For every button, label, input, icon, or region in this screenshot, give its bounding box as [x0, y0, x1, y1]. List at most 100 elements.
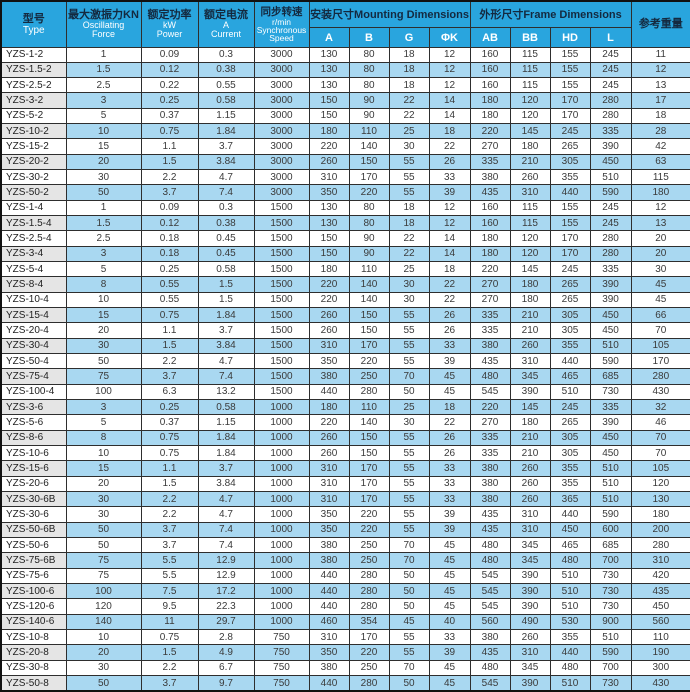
table-cell: 354 — [348, 613, 390, 630]
table-cell: 390 — [589, 291, 632, 309]
table-cell: 0.3 — [197, 199, 255, 217]
table-cell: 1500 — [253, 368, 310, 385]
cell-type: YZS-5-6 — [0, 414, 67, 431]
table-cell: 63 — [630, 153, 690, 171]
table-cell: 210 — [509, 153, 551, 171]
table-row: YZS-15-2 15 1.1 3.7 3000 220 140 30 22 270 180 265 3… — [0, 138, 690, 155]
table-cell: 0.58 — [197, 399, 255, 416]
cell-type: YZS-30-2 — [0, 169, 67, 186]
table-cell: 260 — [509, 628, 551, 646]
cell-type: YZS-50-6B — [0, 521, 67, 539]
table-cell: 430 — [630, 674, 690, 692]
table-cell: 30 — [65, 659, 142, 676]
table-cell: 145 — [509, 261, 551, 278]
table-cell: 1.5 — [197, 291, 255, 309]
col-header-g-label: G — [404, 32, 414, 44]
col-header-force-zh: 最大激振力KN — [68, 9, 139, 22]
table-cell: 0.45 — [197, 245, 255, 263]
table-cell: 300 — [630, 659, 690, 676]
cell-type: YZS-50-4 — [0, 353, 67, 370]
table-cell: 450 — [630, 598, 690, 615]
table-cell: 45 — [428, 552, 471, 569]
col-header-ab: AB — [469, 26, 511, 48]
table-body: YZS-1-2 1 0.09 0.3 3000 130 80 18 12 160 115 155 245… — [0, 46, 690, 692]
table-row: YZS-3-2 3 0.25 0.58 3000 150 90 22 14 180 120 170 28… — [0, 92, 690, 109]
table-cell: 22 — [428, 414, 471, 431]
table-cell: 560 — [630, 613, 690, 630]
col-header-type-en: Type — [22, 24, 45, 36]
table-cell: 110 — [348, 399, 390, 416]
table-cell: 465 — [549, 368, 591, 385]
table-cell: 3.84 — [197, 475, 255, 493]
table-cell: 0.55 — [197, 77, 255, 94]
table-cell: 12 — [630, 61, 690, 79]
cell-type: YZS-1-2 — [0, 46, 67, 63]
table-cell: 140 — [348, 414, 390, 431]
table-cell: 1500 — [253, 261, 310, 278]
table-cell: 20 — [65, 322, 142, 339]
table-cell: 26 — [428, 445, 471, 462]
table-cell: 33 — [428, 475, 471, 493]
table-cell: 590 — [589, 353, 632, 370]
col-header-b-label: B — [365, 32, 373, 44]
table-cell: 3.7 — [140, 368, 199, 385]
table-cell: 14 — [428, 107, 471, 125]
table-cell: 1.15 — [197, 414, 255, 431]
col-header-power: 额定功率 kW Power — [140, 0, 199, 48]
table-row: YZS-1.5-2 1.5 0.12 0.38 3000 130 80 18 12 160 115 1… — [0, 61, 690, 79]
table-cell: 155 — [549, 199, 591, 217]
table-cell: 90 — [348, 245, 390, 263]
table-cell: 120 — [630, 475, 690, 493]
table-cell: 45 — [428, 567, 471, 584]
table-cell: 0.58 — [197, 261, 255, 278]
table-cell: 510 — [589, 460, 632, 477]
table-cell: 220 — [348, 521, 390, 539]
table-cell: 310 — [509, 521, 551, 539]
table-cell: 180 — [630, 506, 690, 523]
table-cell: 450 — [589, 445, 632, 462]
table-cell: 55 — [388, 521, 430, 539]
table-cell: 3 — [65, 245, 142, 263]
table-cell: 260 — [308, 153, 350, 171]
table-row: YZS-5-6 5 0.37 1.15 1000 220 140 30 22 270 180 265 3… — [0, 414, 690, 431]
table-row: YZS-75-4 75 3.7 7.4 1500 380 250 70 45 480 345 465 6… — [0, 368, 690, 385]
col-header-type-zh: 型号 — [22, 12, 45, 25]
table-cell: 545 — [469, 582, 511, 600]
table-cell: 130 — [630, 491, 690, 508]
col-header-phik: ΦK — [428, 26, 471, 48]
table-cell: 265 — [549, 138, 591, 155]
table-cell: 440 — [308, 598, 350, 615]
col-header-frame-label: 外形尺寸Frame Dimensions — [479, 9, 622, 22]
table-cell: 335 — [469, 445, 511, 462]
table-cell: 50 — [65, 353, 142, 370]
table-cell: 30 — [388, 414, 430, 431]
table-cell: 130 — [308, 215, 350, 232]
table-cell: 130 — [308, 77, 350, 94]
table-cell: 700 — [589, 659, 632, 676]
table-cell: 335 — [469, 322, 511, 339]
table-cell: 3 — [65, 92, 142, 109]
table-cell: 0.18 — [140, 245, 199, 263]
cell-type: YZS-10-6 — [0, 445, 67, 462]
table-cell: 390 — [589, 276, 632, 293]
table-cell: 6.3 — [140, 383, 199, 401]
table-cell: 130 — [308, 199, 350, 217]
table-cell: 260 — [308, 429, 350, 447]
table-cell: 310 — [308, 337, 350, 355]
table-cell: 145 — [509, 123, 551, 140]
table-cell: 170 — [549, 230, 591, 247]
table-cell: 150 — [348, 153, 390, 171]
table-cell: 0.55 — [140, 276, 199, 293]
table-cell: 150 — [308, 92, 350, 109]
table-cell: 350 — [308, 521, 350, 539]
col-header-speed: 同步转速 r/min Synchronous Speed — [253, 0, 310, 48]
table-cell: 310 — [509, 644, 551, 661]
table-cell: 45 — [428, 598, 471, 615]
table-row: YZS-1-4 1 0.09 0.3 1500 130 80 18 12 160 115 155 245… — [0, 199, 690, 217]
table-cell: 450 — [589, 153, 632, 171]
table-cell: 1500 — [253, 199, 310, 217]
table-cell: 45 — [388, 613, 430, 630]
table-cell: 1.5 — [140, 337, 199, 355]
table-cell: 900 — [589, 613, 632, 630]
table-cell: 730 — [589, 674, 632, 692]
